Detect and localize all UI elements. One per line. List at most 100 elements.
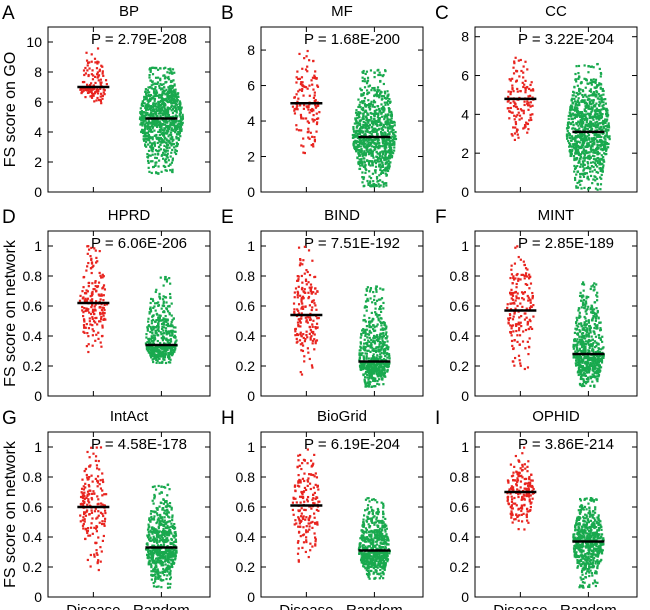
data-point: [372, 112, 375, 115]
data-point: [368, 290, 372, 293]
data-point: [102, 299, 105, 302]
data-point: [158, 84, 161, 88]
data-point: [576, 165, 579, 168]
data-point: [169, 80, 173, 84]
data-point: [295, 128, 298, 131]
data-point: [149, 330, 152, 334]
data-point: [162, 119, 165, 123]
data-point: [583, 109, 586, 113]
data-point: [359, 342, 363, 345]
data-point: [300, 274, 303, 278]
data-point: [143, 102, 146, 105]
data-point: [162, 302, 165, 305]
data-point: [307, 105, 310, 108]
data-point: [574, 149, 577, 153]
data-point: [582, 372, 585, 375]
data-point: [149, 297, 153, 301]
data-point: [590, 110, 593, 114]
data-point: [384, 155, 387, 158]
data-point: [588, 157, 591, 161]
data-point: [306, 120, 309, 123]
data-point: [306, 70, 309, 73]
data-point: [384, 133, 387, 136]
data-point: [167, 351, 171, 355]
data-point: [356, 156, 359, 159]
data-point: [382, 157, 385, 160]
data-point: [377, 373, 381, 376]
data-point: [148, 68, 151, 71]
data-point: [585, 152, 588, 155]
data-point: [596, 135, 599, 138]
data-point: [384, 161, 387, 164]
data-point: [510, 339, 514, 343]
data-point: [378, 108, 381, 111]
data-point: [576, 134, 580, 137]
data-point: [593, 113, 597, 116]
data-point: [574, 95, 578, 98]
data-point: [517, 59, 520, 62]
data-point: [313, 348, 316, 351]
data-point: [529, 113, 532, 116]
data-point: [513, 312, 516, 315]
data-point: [179, 101, 182, 104]
data-point: [589, 148, 592, 151]
data-point: [99, 99, 103, 103]
data-point: [581, 135, 584, 138]
data-point: [365, 382, 369, 385]
data-point: [381, 339, 384, 343]
data-point: [141, 131, 144, 134]
data-point: [153, 99, 156, 102]
data-point: [168, 311, 171, 315]
data-point: [175, 119, 178, 123]
data-point: [166, 149, 169, 152]
data-point: [531, 295, 534, 298]
data-point: [94, 321, 97, 324]
data-point: [379, 310, 383, 313]
data-point: [520, 69, 523, 73]
data-point: [377, 368, 381, 372]
data-point: [515, 282, 518, 286]
data-point: [161, 109, 164, 112]
data-point: [381, 97, 384, 100]
data-point: [517, 277, 520, 280]
data-point: [363, 103, 367, 106]
data-point: [577, 64, 581, 68]
data-point: [372, 298, 376, 301]
data-point: [526, 122, 530, 126]
data-point: [378, 117, 381, 120]
data-point: [579, 88, 582, 91]
data-point: [95, 67, 99, 70]
data-point: [582, 149, 585, 152]
data-point: [384, 151, 388, 154]
data-point: [590, 137, 594, 140]
data-point: [370, 338, 373, 342]
data-point: [364, 72, 367, 76]
data-point: [589, 174, 593, 178]
data-point: [157, 121, 160, 124]
data-point: [148, 107, 152, 111]
data-point: [583, 102, 587, 105]
data-point: [522, 260, 525, 263]
data-point: [577, 144, 580, 148]
data-point: [300, 373, 304, 376]
panel-letter: D: [2, 207, 16, 228]
data-point: [91, 334, 94, 337]
data-point: [144, 90, 147, 93]
data-point: [169, 137, 172, 140]
data-point: [362, 177, 365, 181]
data-point: [515, 324, 518, 328]
data-point: [376, 88, 379, 91]
data-point: [580, 187, 583, 190]
data-point: [301, 263, 304, 266]
data-point: [382, 366, 386, 369]
data-point: [570, 113, 573, 116]
data-point: [166, 116, 169, 119]
data-point: [605, 119, 608, 123]
data-point: [579, 183, 582, 186]
data-point: [601, 132, 604, 135]
y-tick-label: 0.2: [23, 358, 43, 374]
data-point: [82, 311, 85, 314]
data-point: [382, 334, 386, 338]
data-point: [600, 142, 603, 146]
data-point: [583, 108, 586, 111]
